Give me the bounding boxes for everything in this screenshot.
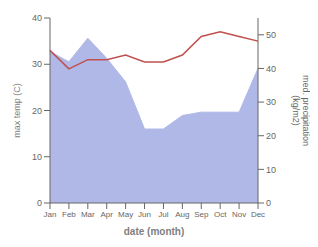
svg-text:Jul: Jul — [158, 210, 168, 219]
svg-text:med. precipitation(kg/m2): med. precipitation(kg/m2) — [291, 75, 310, 146]
svg-text:Jan: Jan — [44, 210, 57, 219]
svg-text:Aug: Aug — [175, 210, 189, 219]
svg-text:50: 50 — [266, 30, 276, 40]
svg-text:Apr: Apr — [101, 210, 114, 219]
svg-text:Feb: Feb — [62, 210, 76, 219]
svg-text:date (month): date (month) — [124, 226, 185, 237]
svg-text:Sep: Sep — [194, 210, 209, 219]
svg-text:10: 10 — [32, 152, 42, 162]
svg-text:Mar: Mar — [81, 210, 95, 219]
svg-text:30: 30 — [266, 97, 276, 107]
svg-text:Nov: Nov — [232, 210, 246, 219]
svg-text:0: 0 — [37, 198, 42, 208]
svg-text:max temp (C): max temp (C) — [12, 83, 22, 138]
svg-text:40: 40 — [266, 64, 276, 74]
svg-text:May: May — [118, 210, 133, 219]
svg-text:20: 20 — [32, 106, 42, 116]
svg-text:Jun: Jun — [138, 210, 151, 219]
svg-text:Oct: Oct — [214, 210, 227, 219]
svg-text:10: 10 — [266, 165, 276, 175]
svg-text:30: 30 — [32, 59, 42, 69]
svg-text:20: 20 — [266, 131, 276, 141]
svg-text:Dec: Dec — [251, 210, 265, 219]
svg-text:40: 40 — [32, 13, 42, 23]
svg-text:0: 0 — [266, 198, 271, 208]
